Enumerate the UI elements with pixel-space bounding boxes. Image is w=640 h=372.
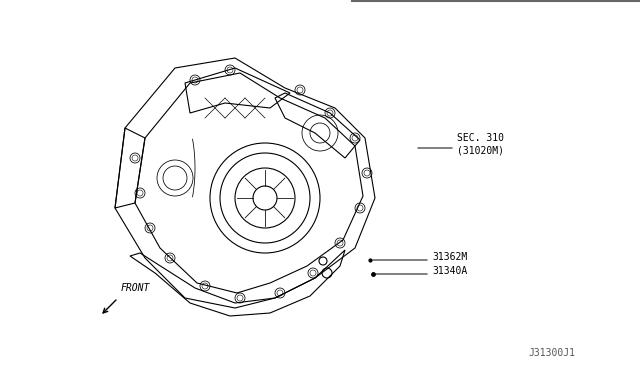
Text: FRONT: FRONT [121, 283, 150, 293]
Text: 31340A: 31340A [432, 266, 467, 276]
Text: 31362M: 31362M [432, 252, 467, 262]
Text: J31300J1: J31300J1 [528, 348, 575, 358]
Text: SEC. 310
(31020M): SEC. 310 (31020M) [457, 133, 504, 155]
